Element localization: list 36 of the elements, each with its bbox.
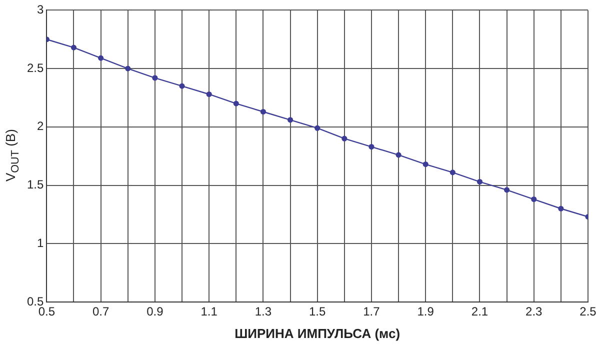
point [422,161,428,168]
x-tick-label: 1.3 [254,304,272,319]
x-tick-label: 0.7 [92,304,110,319]
y-tick-label: 3 [36,2,44,17]
x-tick-label: 1.7 [363,304,380,319]
point [287,117,294,123]
x-tick-label: 2.1 [471,304,488,319]
point [342,136,348,142]
y-tick-label: 0.5 [26,294,44,308]
point [450,170,456,176]
point [179,83,185,89]
y-tick-label: 2.5 [26,60,44,75]
x-tick-label: 1.9 [417,304,434,319]
x-tick-label: 1.1 [200,304,218,319]
point [368,144,374,150]
point [396,152,402,158]
x-tick-label: 2.3 [526,304,543,319]
point [558,206,564,212]
point [70,44,77,50]
point [125,66,131,72]
point [504,187,510,193]
point [260,108,266,115]
point [152,75,158,81]
point [531,196,537,202]
point [476,178,483,185]
x-tick-label: 2.5 [580,304,597,319]
y-tick-label: 2 [36,119,44,134]
y-tick-label: 1 [36,236,44,250]
point [314,125,320,131]
point [233,100,239,106]
x-tick-label: 0.9 [146,304,164,319]
point [206,91,212,98]
y-tick-label: 1.5 [26,178,44,192]
x-axis-title: ШИРИНА ИМПУЛЬСА (мс) [234,326,400,341]
x-tick-label: 1.5 [308,304,326,319]
point [98,55,104,61]
